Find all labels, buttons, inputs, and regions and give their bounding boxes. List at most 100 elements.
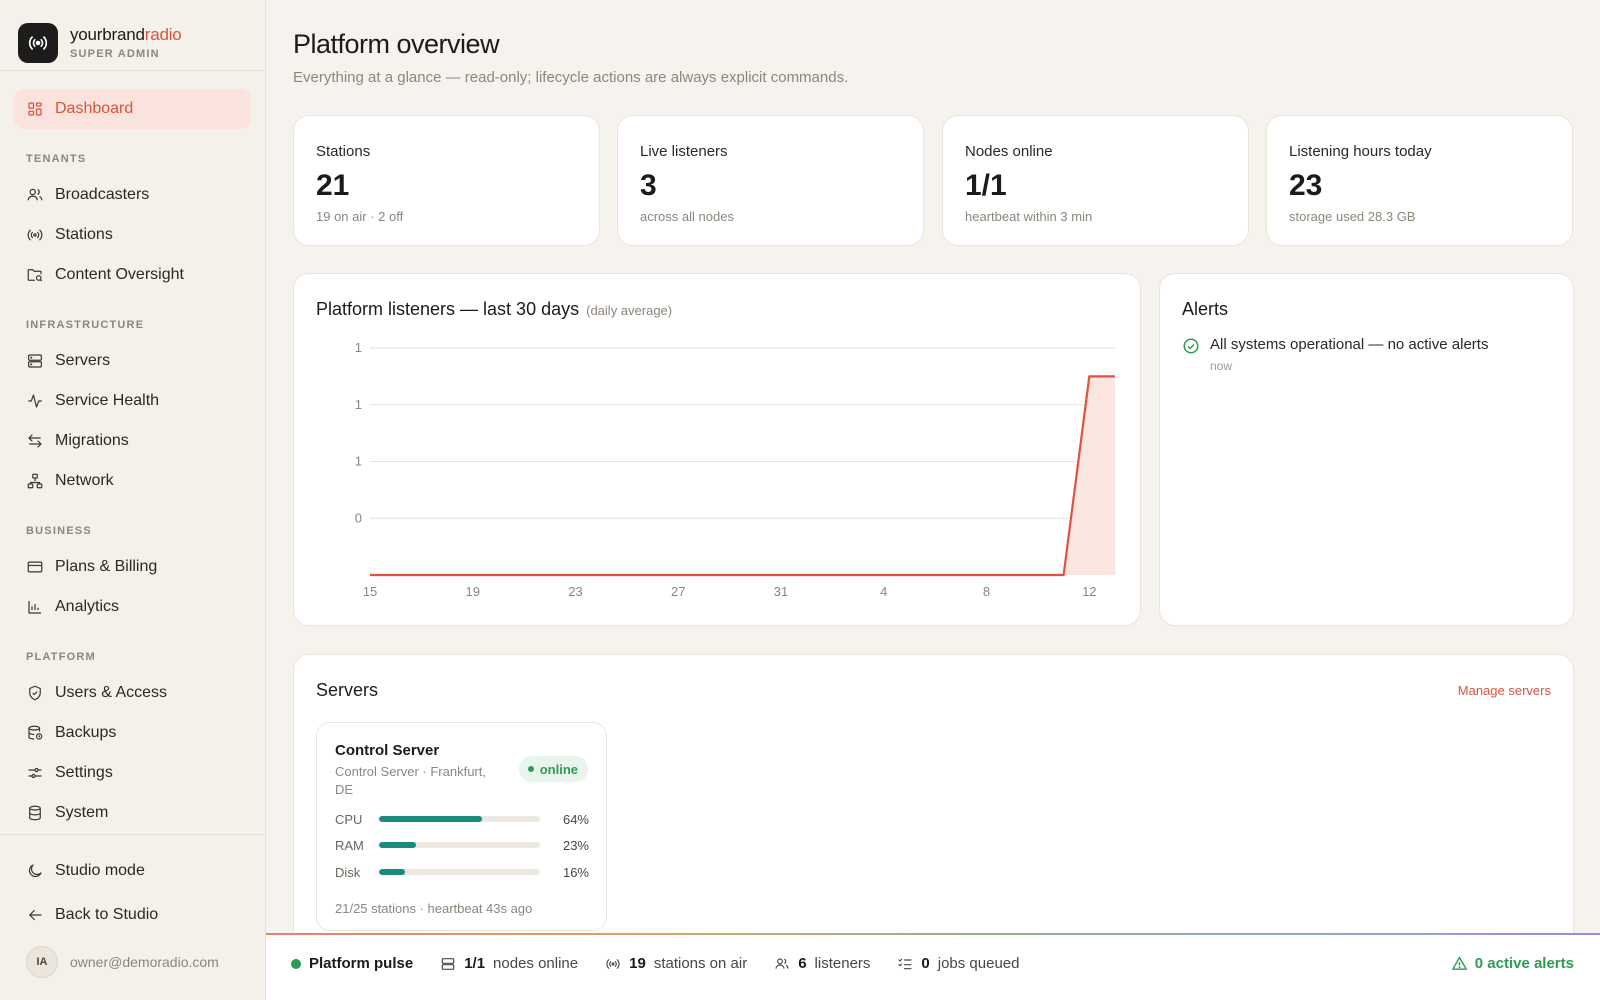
sidebar-item-service-health[interactable]: Service Health bbox=[14, 381, 251, 421]
stat-note: 19 on air · 2 off bbox=[316, 209, 404, 224]
sidebar-item-label: Content Oversight bbox=[55, 266, 184, 283]
platform-pulse-bar: Platform pulse 1/1 nodes online 19 station… bbox=[266, 933, 1600, 1000]
sidebar-item-broadcasters[interactable]: Broadcasters bbox=[14, 175, 251, 215]
server-card[interactable]: Control Server Control Server · Frankfur… bbox=[316, 722, 607, 931]
sidebar-item-label: Broadcasters bbox=[55, 186, 150, 203]
sidebar-footer-nav: Studio mode Back to Studio bbox=[14, 849, 251, 937]
pulse-jobs: 0 jobs queued bbox=[897, 955, 1020, 972]
list-checks-icon bbox=[898, 958, 912, 969]
stat-value: 1/1 bbox=[965, 169, 1007, 202]
stat-card-listening-hours: Listening hours today 23 storage used 28… bbox=[1266, 115, 1573, 246]
alerts-card: Alerts All systems operational — no acti… bbox=[1159, 273, 1574, 626]
section-tenants: TENANTS bbox=[26, 153, 87, 165]
sidebar-item-network[interactable]: Network bbox=[14, 461, 251, 501]
chart-y-tick-label: 1 bbox=[355, 454, 362, 469]
sliders-icon bbox=[28, 767, 42, 779]
manage-servers-link[interactable]: Manage servers bbox=[1457, 683, 1551, 698]
listeners-chart-card: Platform listeners — last 30 days (daily… bbox=[293, 273, 1141, 626]
alert-time: now bbox=[1210, 359, 1233, 373]
sidebar-item-content-oversight[interactable]: Content Oversight bbox=[14, 255, 251, 295]
sidebar-item-migrations[interactable]: Migrations bbox=[14, 421, 251, 461]
sidebar-item-system[interactable]: System bbox=[14, 793, 251, 833]
chart-x-tick-label: 31 bbox=[774, 584, 788, 599]
chart-x-tick-label: 23 bbox=[568, 584, 582, 599]
stat-card-nodes-online: Nodes online 1/1 heartbeat within 3 min bbox=[942, 115, 1249, 246]
sidebar-item-plans-billing[interactable]: Plans & Billing bbox=[14, 547, 251, 587]
status-dot bbox=[527, 766, 534, 772]
user-account[interactable]: IA owner@demoradio.com bbox=[26, 946, 219, 978]
sidebar-item-analytics[interactable]: Analytics bbox=[14, 587, 251, 627]
metric-cpu: CPU 64% bbox=[335, 811, 589, 827]
pulse-status-dot bbox=[291, 958, 301, 969]
chart-x-tick-label: 15 bbox=[363, 584, 377, 599]
stat-value: 23 bbox=[1289, 169, 1323, 202]
metric-value: 64% bbox=[562, 811, 589, 827]
stat-note: heartbeat within 3 min bbox=[965, 209, 1093, 224]
sidebar-item-servers[interactable]: Servers bbox=[14, 341, 251, 381]
sidebar-item-settings[interactable]: Settings bbox=[14, 753, 251, 793]
metric-fill bbox=[379, 869, 405, 875]
sidebar-item-label: Plans & Billing bbox=[55, 558, 158, 575]
chart-x-tick-label: 8 bbox=[983, 584, 990, 599]
brand-role: SUPER ADMIN bbox=[70, 48, 160, 60]
sidebar-item-label: Analytics bbox=[55, 598, 120, 615]
chart-y-tick-label: 1 bbox=[355, 340, 362, 355]
stat-label: Stations bbox=[316, 143, 371, 160]
sidebar-item-dashboard[interactable]: Dashboard bbox=[14, 89, 251, 129]
network-icon bbox=[27, 473, 43, 489]
user-email: owner@demoradio.com bbox=[70, 954, 219, 970]
database-icon bbox=[29, 805, 41, 821]
chart-x-tick-label: 27 bbox=[671, 584, 685, 599]
stat-value: 21 bbox=[316, 169, 350, 202]
sidebar-nav: Dashboard TENANTS Broadcasters Stations … bbox=[0, 71, 265, 833]
stat-label: Listening hours today bbox=[1289, 143, 1432, 160]
chart-subtitle: (daily average) bbox=[586, 303, 673, 318]
pulse-stations: 19 stations on air bbox=[605, 955, 747, 972]
brand-name: yourbrandradio bbox=[70, 25, 182, 44]
stat-card-live-listeners: Live listeners 3 across all nodes bbox=[617, 115, 924, 246]
folder-search-icon bbox=[27, 269, 43, 282]
sidebar-item-backups[interactable]: Backups bbox=[14, 713, 251, 753]
server-icon bbox=[441, 957, 455, 970]
sidebar-item-stations[interactable]: Stations bbox=[14, 215, 251, 255]
sidebar-divider bbox=[0, 834, 265, 835]
listeners-chart: 1 1 1 0 15 19 23 27 31 4 8 12 bbox=[355, 340, 1115, 599]
moon-icon bbox=[28, 864, 42, 878]
shield-check-icon bbox=[29, 685, 41, 701]
sidebar-item-label: Settings bbox=[55, 764, 113, 781]
stat-label: Live listeners bbox=[640, 143, 728, 160]
pulse-nodes: 1/1 nodes online bbox=[440, 955, 578, 972]
dashboard-icon bbox=[28, 102, 42, 116]
chart-title: Platform listeners — last 30 days (daily… bbox=[316, 299, 673, 319]
sidebar-item-label: Servers bbox=[55, 352, 111, 369]
users-icon bbox=[27, 188, 43, 201]
radio-icon bbox=[606, 958, 620, 969]
stat-card-stations: Stations 21 19 on air · 2 off bbox=[293, 115, 600, 246]
studio-mode-toggle[interactable]: Studio mode bbox=[14, 849, 251, 893]
metric-bar bbox=[379, 869, 540, 875]
sidebar-item-label: Network bbox=[55, 472, 114, 489]
sidebar-item-label: Backups bbox=[55, 724, 117, 741]
alert-text: All systems operational — no active aler… bbox=[1210, 336, 1489, 353]
metric-label: Disk bbox=[335, 864, 361, 880]
warning-triangle-icon bbox=[1451, 956, 1467, 970]
arrows-swap-icon bbox=[28, 434, 42, 448]
chart-area bbox=[370, 376, 1115, 575]
chart-y-tick-label: 0 bbox=[355, 510, 362, 525]
brand-header: yourbrandradio SUPER ADMIN bbox=[0, 0, 265, 71]
sidebar-item-label: Dashboard bbox=[55, 100, 134, 117]
pulse-active-alerts[interactable]: 0 active alerts bbox=[1451, 955, 1574, 972]
sidebar: yourbrandradio SUPER ADMIN Dashboard TEN… bbox=[0, 0, 266, 1000]
metric-value: 23% bbox=[562, 837, 589, 853]
chart-y-tick-label: 1 bbox=[355, 397, 362, 412]
metric-fill bbox=[379, 816, 483, 822]
metric-bar bbox=[379, 842, 540, 848]
back-to-studio-link[interactable]: Back to Studio bbox=[14, 893, 251, 937]
stat-label: Nodes online bbox=[965, 143, 1053, 160]
metric-value: 16% bbox=[562, 864, 589, 880]
sidebar-item-users-access[interactable]: Users & Access bbox=[14, 673, 251, 713]
pulse-listeners: 6 listeners bbox=[774, 955, 870, 972]
server-location: Control Server · Frankfurt, DE bbox=[335, 764, 486, 797]
users-icon bbox=[775, 957, 789, 969]
chart-x-tick-label: 4 bbox=[880, 584, 887, 599]
